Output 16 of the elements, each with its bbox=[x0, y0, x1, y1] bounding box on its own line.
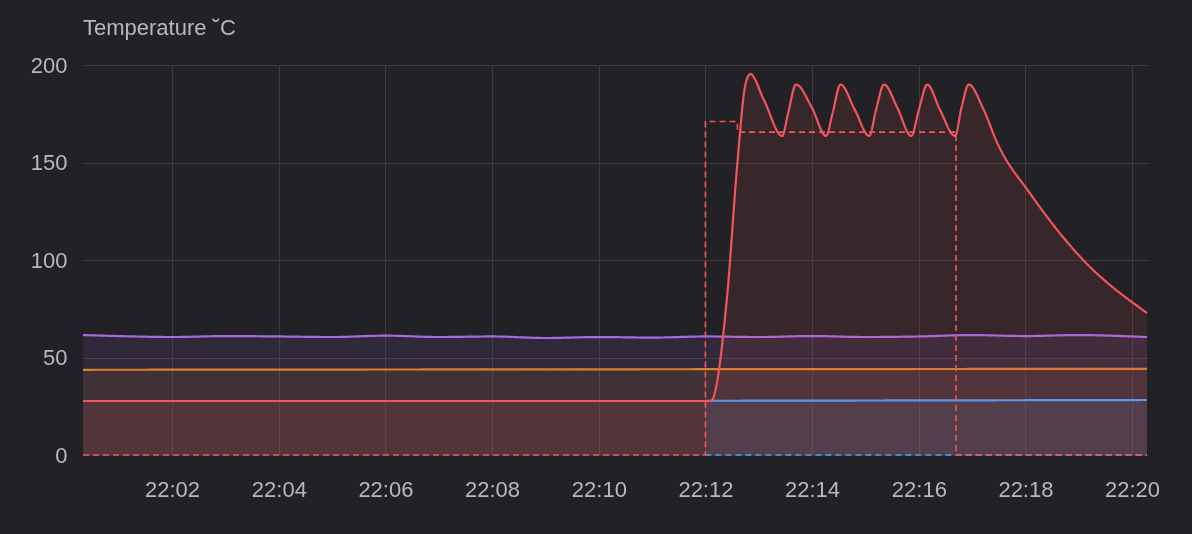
x-tick-label: 22:16 bbox=[891, 476, 947, 502]
x-tick-label: 22:12 bbox=[678, 476, 734, 502]
x-tick-label: 22:10 bbox=[571, 476, 627, 502]
x-tick-label: 22:06 bbox=[358, 476, 414, 502]
y-tick-label: 200 bbox=[30, 52, 68, 78]
x-tick-label: 22:08 bbox=[464, 476, 521, 502]
y-tick-label: 100 bbox=[30, 247, 68, 273]
x-tick-label: 22:04 bbox=[251, 476, 307, 502]
y-tick-label: 150 bbox=[30, 150, 68, 175]
y-axis-title: Temperature ˘C bbox=[83, 15, 236, 40]
x-tick-label: 22:14 bbox=[784, 476, 841, 502]
x-tick-label: 22:02 bbox=[144, 476, 200, 502]
y-tick-label: 0 bbox=[55, 442, 68, 468]
x-tick-label: 22:18 bbox=[998, 476, 1054, 502]
x-tick-label: 22:20 bbox=[1104, 476, 1161, 502]
y-tick-label: 50 bbox=[43, 345, 68, 370]
